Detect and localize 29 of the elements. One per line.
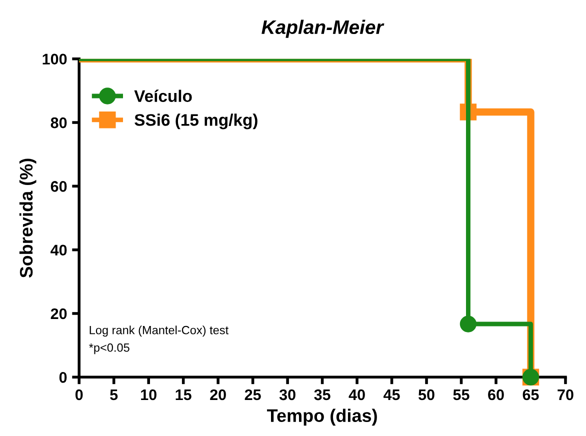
legend-label: Veículo [134,90,192,102]
x-tick-label: 0 [75,389,83,400]
y-tick-label: 80 [50,117,67,128]
annotation: Log rank (Mantel-Cox) test [90,326,229,337]
x-tick-label: 55 [453,390,470,400]
y-tick-label: 40 [50,244,67,256]
x-tick-label: 60 [488,389,504,400]
x-tick-label: 10 [141,389,156,400]
x-tick-label: 45 [384,390,400,400]
x-tick-label: 50 [418,389,434,400]
y-tick-label: 60 [50,181,67,192]
chart-title: Kaplan-Meier [262,20,384,38]
y-tick-label: 0 [59,372,67,383]
x-tick-label: 40 [348,389,365,400]
x-tick-label: 15 [176,390,192,400]
x-tick-label: 25 [244,389,261,400]
point [460,316,477,332]
x-axis-title: Tempo (dias) [266,408,377,426]
y-axis-title: Sobrevida (%) [19,158,36,278]
y-tick-label: 100 [42,54,67,65]
x-tick-label: 35 [314,389,330,400]
x-tick-label: 5 [110,390,118,400]
annotation: *p<0.05 [89,343,130,354]
legend-label: SSi6 (15 mg/kg) [134,114,258,130]
y-tick-label: 20 [50,308,67,320]
x-tick-label: 20 [210,389,226,400]
x-tick-label: 65 [522,389,539,400]
x-tick-label: 70 [558,389,574,400]
x-tick-label: 30 [279,389,296,400]
